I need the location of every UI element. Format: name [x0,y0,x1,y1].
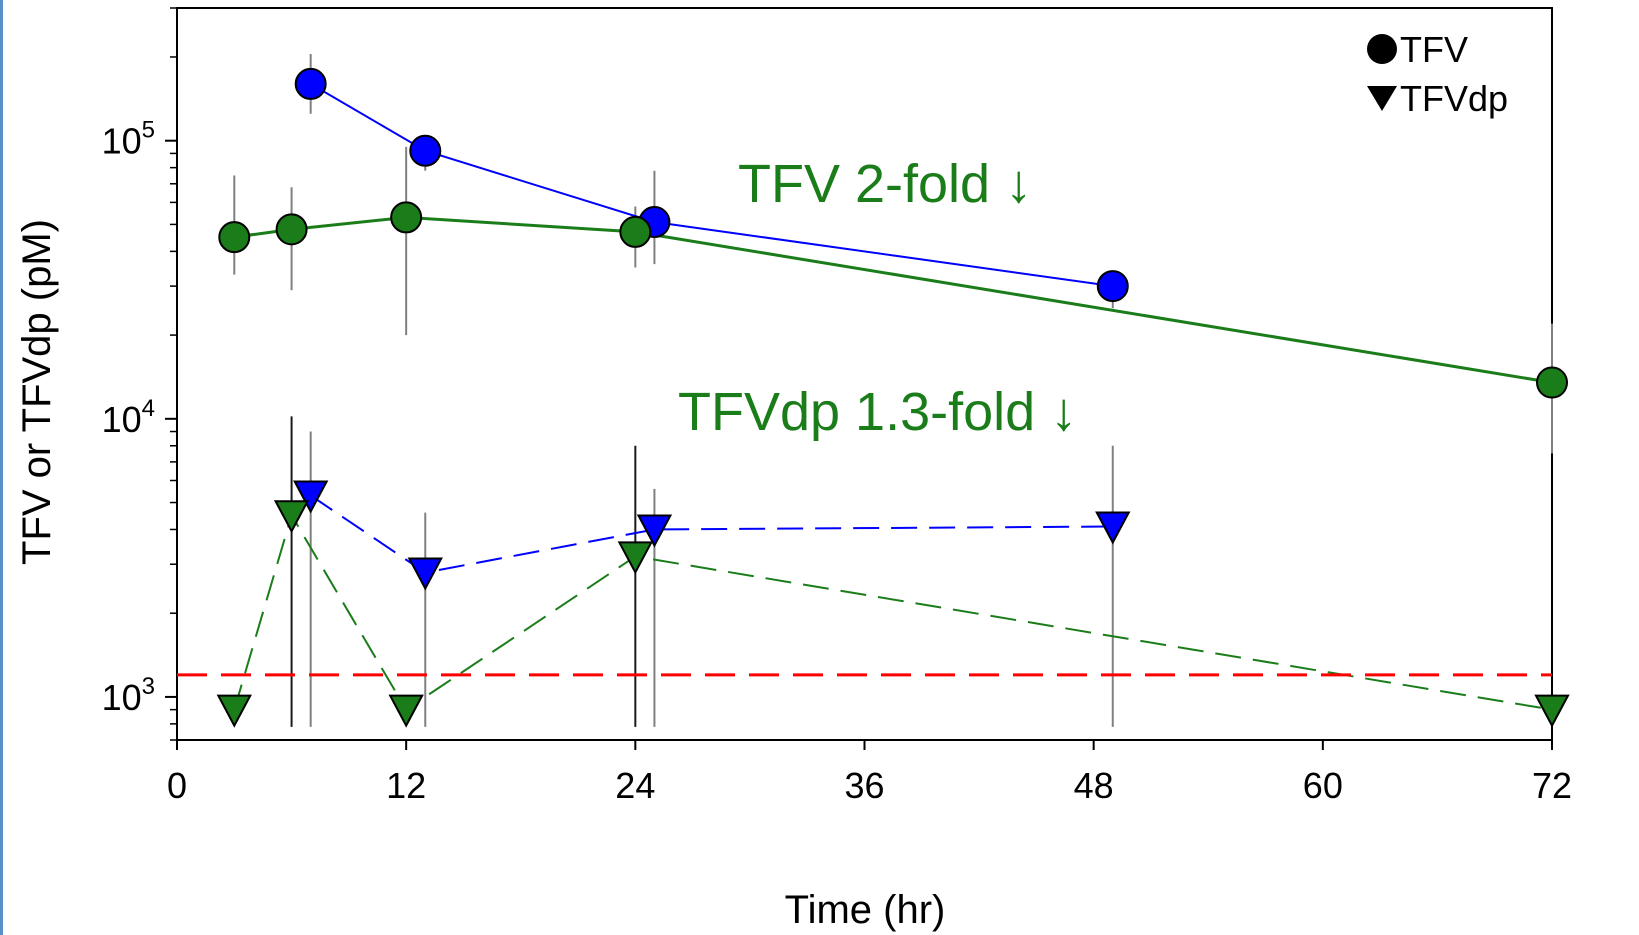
annotation-tfvdp: TFVdp 1.3-fold ↓ [678,382,1077,442]
data-point-tfvdp_blue [1095,511,1131,545]
x-tick-label: 60 [1303,765,1343,806]
data-point-tfv_blue [1096,270,1129,303]
data-point-tfv_green [1536,366,1568,399]
x-tick-label: 72 [1532,765,1572,806]
data-point-tfv_blue [294,67,327,100]
data-point-tfvdp_green [273,500,310,534]
x-tick-label: 24 [615,765,655,806]
y-tick-label: 104 [102,395,155,440]
data-point-tfvdp_blue [407,557,443,591]
y-tick-label: 105 [102,117,155,162]
data-point-tfvdp_green [216,694,252,728]
data-point-tfvdp_blue [636,514,673,548]
data-point-tfvdp_blue [293,480,329,514]
legend-label-tfv: TFV [1400,29,1468,70]
plot-frame [176,7,1553,741]
series-line-tfv_blue [310,83,1113,288]
left-border-strip [0,0,3,935]
data-point-tfv_green [390,201,423,234]
series-line-tfvdp_green [233,512,1553,712]
data-point-tfvdp_green [1534,694,1570,728]
x-tick-label: 36 [844,765,884,806]
legend-label-tfvdp: TFVdp [1400,78,1508,119]
x-axis-label: Time (hr) [785,888,946,932]
data-point-tfv_green [218,221,251,254]
legend: TFV TFVdp [1367,29,1508,119]
data-markers [216,67,1570,728]
x-tick-label: 12 [386,765,426,806]
data-point-tfv_green [619,215,652,248]
x-tick-label: 0 [167,765,187,806]
legend-triangle-marker [1367,86,1397,111]
annotation-tfv: TFV 2-fold ↓ [738,154,1032,214]
data-point-tfvdp_green [617,541,653,575]
series-line-tfv_green [234,215,1553,385]
data-point-tfv_blue [409,134,442,167]
data-point-tfv_green [275,213,308,246]
y-tick-label: 103 [102,673,155,718]
data-point-tfvdp_green [388,694,424,728]
x-tick-label: 48 [1074,765,1114,806]
error-bars [233,53,1553,727]
y-axis-label: TFV or TFVdp (pM) [15,219,59,565]
legend-circle-marker [1367,34,1397,64]
